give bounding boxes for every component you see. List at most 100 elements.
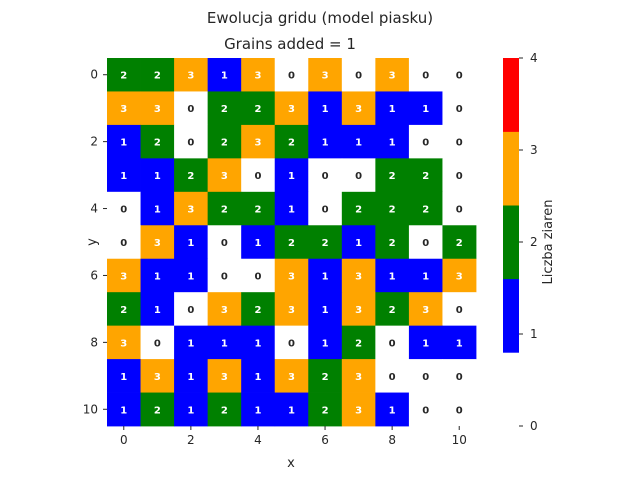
heatmap-cell <box>107 258 141 293</box>
cell-value-label: 1 <box>288 205 295 216</box>
heatmap-cell <box>174 191 209 226</box>
heatmap-cell <box>140 124 175 159</box>
y-tick-label: 8 <box>90 335 98 349</box>
colorbar-segment <box>503 58 519 132</box>
heatmap-cell <box>308 158 343 193</box>
cell-value-label: 2 <box>221 104 228 115</box>
heatmap-cell <box>241 191 276 226</box>
heatmap-cell <box>241 158 276 193</box>
heatmap-cell <box>442 292 477 327</box>
cell-value-label: 1 <box>154 305 161 316</box>
cell-value-label: 0 <box>322 171 329 182</box>
colorbar-segment <box>503 278 519 353</box>
cell-value-label: 1 <box>322 338 329 349</box>
heatmap-cell <box>442 392 477 427</box>
cell-value-label: 2 <box>254 205 261 216</box>
colorbar <box>503 58 519 427</box>
heatmap-cell <box>375 158 410 193</box>
heatmap-cell <box>408 325 443 360</box>
heatmap-cell <box>174 325 209 360</box>
cell-value-label: 1 <box>389 104 396 115</box>
cell-value-label: 1 <box>120 171 127 182</box>
cell-value-label: 2 <box>355 338 362 349</box>
cell-value-label: 2 <box>389 305 396 316</box>
heatmap-cell <box>140 325 175 360</box>
cell-value-label: 1 <box>322 104 329 115</box>
heatmap-cell <box>107 325 141 360</box>
cell-value-label: 2 <box>221 205 228 216</box>
heatmap-cell <box>341 124 376 159</box>
cell-value-label: 1 <box>422 104 429 115</box>
cell-value-label: 1 <box>187 271 194 282</box>
heatmap-cell <box>308 124 343 159</box>
cell-value-label: 0 <box>120 205 127 216</box>
chart-title: Ewolucja gridu (model piasku) <box>207 9 433 27</box>
cell-value-label: 0 <box>456 205 463 216</box>
heatmap-cell <box>241 91 276 126</box>
cell-value-label: 2 <box>221 405 228 416</box>
colorbar-tick-label: 0 <box>530 419 538 433</box>
heatmap-cell <box>107 292 141 327</box>
cell-value-label: 0 <box>422 138 429 149</box>
heatmap-cell <box>140 58 175 92</box>
heatmap-cell <box>408 58 443 92</box>
heatmap-cell <box>140 191 175 226</box>
heatmap-cell <box>241 325 276 360</box>
colorbar-tick-label: 2 <box>530 235 538 249</box>
heatmap-cell <box>274 124 309 159</box>
cell-value-label: 3 <box>154 238 161 249</box>
cell-value-label: 3 <box>288 104 295 115</box>
x-tick-label: 6 <box>321 433 329 447</box>
cell-value-label: 2 <box>389 171 396 182</box>
heatmap-cell <box>341 91 376 126</box>
cell-value-label: 1 <box>154 205 161 216</box>
heatmap-cell <box>207 158 242 193</box>
heatmap-cell <box>375 392 410 427</box>
cell-value-label: 2 <box>355 205 362 216</box>
heatmap-cell <box>442 124 477 159</box>
heatmap-cell <box>308 258 343 293</box>
heatmap-cell <box>207 124 242 159</box>
colorbar-segment <box>503 205 519 280</box>
y-tick-label: 2 <box>90 135 98 149</box>
heatmap-cell <box>174 258 209 293</box>
cell-value-label: 3 <box>187 71 194 82</box>
heatmap-cell <box>308 58 343 92</box>
cell-value-label: 2 <box>389 205 396 216</box>
heatmap-cell <box>107 359 141 393</box>
cell-value-label: 1 <box>187 238 194 249</box>
cell-value-label: 2 <box>422 205 429 216</box>
cell-value-label: 2 <box>422 171 429 182</box>
cell-value-label: 3 <box>187 205 194 216</box>
cell-value-label: 2 <box>288 238 295 249</box>
heatmap-cell <box>442 225 477 260</box>
heatmap-cell <box>274 258 309 293</box>
heatmap-cell <box>274 191 309 226</box>
cell-value-label: 3 <box>456 271 463 282</box>
cell-value-label: 3 <box>355 104 362 115</box>
cell-value-label: 1 <box>154 171 161 182</box>
x-tick-label: 4 <box>254 433 262 447</box>
heatmap-cell <box>375 91 410 126</box>
cell-value-label: 2 <box>288 138 295 149</box>
x-tick-label: 2 <box>187 433 195 447</box>
cell-value-label: 0 <box>355 171 362 182</box>
cell-value-label: 3 <box>221 305 228 316</box>
cell-value-label: 0 <box>456 405 463 416</box>
heatmap-cell <box>274 225 309 260</box>
heatmap-cell <box>341 158 376 193</box>
cell-value-label: 0 <box>456 305 463 316</box>
heatmap-cell <box>174 58 209 92</box>
heatmap-cell <box>107 225 141 260</box>
heatmap-cell <box>107 58 141 92</box>
heatmap-cell <box>442 91 477 126</box>
cell-value-label: 1 <box>288 405 295 416</box>
heatmap-cell <box>408 191 443 226</box>
cell-value-label: 1 <box>322 305 329 316</box>
heatmap-cell <box>308 191 343 226</box>
y-tick-label: 10 <box>83 402 98 416</box>
cell-value-label: 2 <box>322 405 329 416</box>
cell-value-label: 1 <box>254 405 261 416</box>
heatmap-cell <box>174 91 209 126</box>
heatmap-cell <box>442 58 477 92</box>
